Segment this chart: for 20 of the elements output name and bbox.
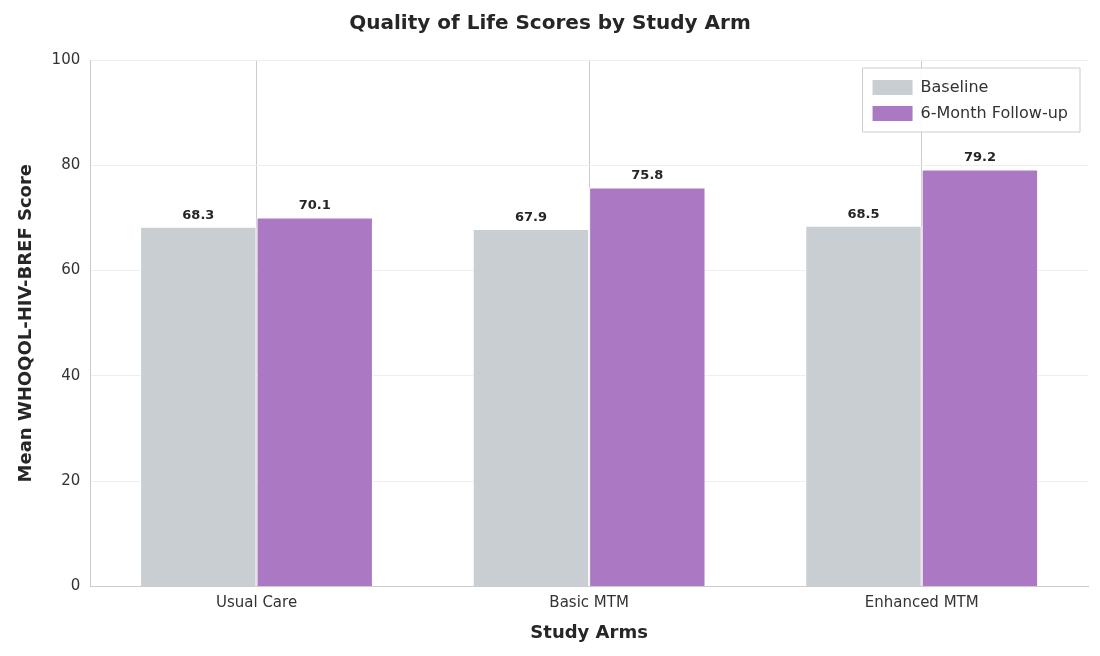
legend-label: Baseline — [920, 77, 989, 97]
y-tick-label: 0 — [70, 576, 81, 595]
x-axis-title: Study Arms — [530, 620, 648, 642]
data-label: 79.2 — [963, 149, 996, 165]
y-axis-title: Mean WHOQOL-HIV-BREF Score — [14, 163, 36, 483]
data-label: 68.3 — [182, 206, 215, 222]
data-label: 67.9 — [514, 208, 547, 224]
x-tick-label: Usual Care — [215, 593, 298, 612]
y-tick-label: 60 — [61, 260, 81, 279]
data-label: 70.1 — [298, 197, 331, 213]
x-tick-label: Basic MTM — [549, 593, 629, 612]
data-label: 68.5 — [847, 205, 880, 221]
y-tick-label: 100 — [51, 49, 81, 68]
y-tick-label: 80 — [61, 155, 81, 174]
x-tick-label: Enhanced MTM — [864, 593, 979, 612]
y-tick-label: 40 — [61, 365, 81, 384]
y-tick-label: 20 — [61, 471, 81, 490]
chart-title: Quality of Life Scores by Study Arm — [349, 10, 751, 35]
legend-label: 6-Month Follow-up — [920, 103, 1069, 123]
data-label: 75.8 — [631, 167, 664, 183]
